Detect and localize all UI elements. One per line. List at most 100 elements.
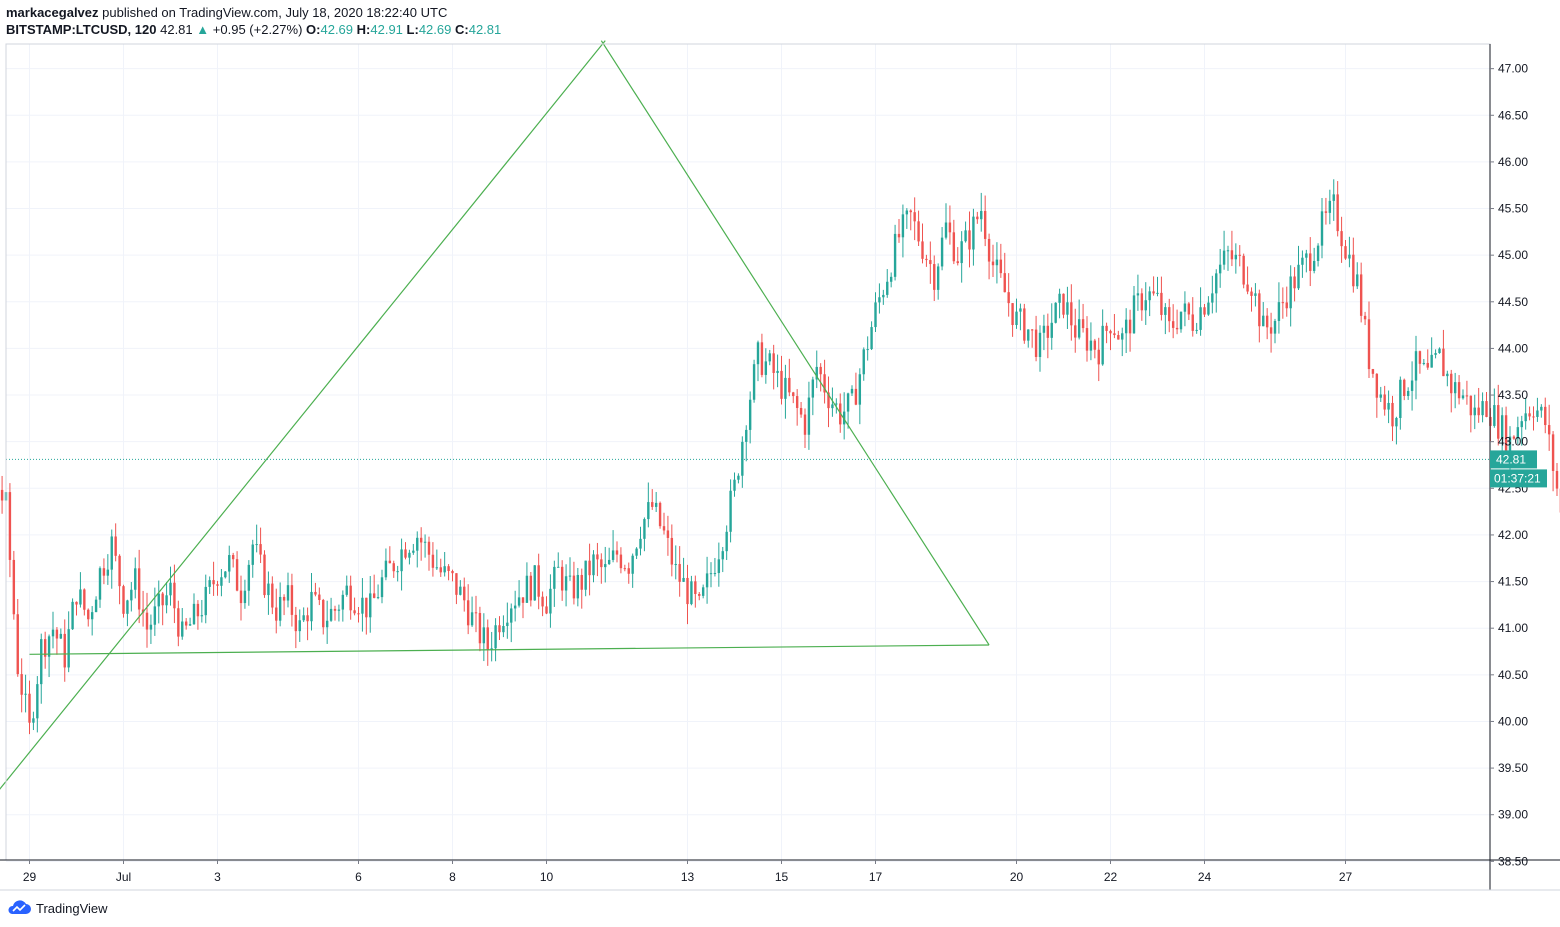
candle-body — [940, 237, 944, 267]
candle-body — [1074, 325, 1077, 338]
trendline-falling — [600, 40, 990, 646]
candle-body — [419, 537, 423, 543]
candle-body — [1124, 319, 1128, 334]
candle-body — [188, 624, 192, 626]
brand-name[interactable]: TradingView — [36, 900, 108, 916]
candle-body — [216, 584, 219, 586]
y-tick-label: 41.00 — [1498, 621, 1528, 635]
candle-body — [1430, 354, 1433, 368]
candle-body — [1101, 325, 1104, 365]
candle-body — [827, 392, 830, 409]
candle-body — [721, 551, 724, 560]
candle-body — [36, 684, 39, 719]
author-name[interactable]: markacegalvez — [6, 5, 99, 20]
tradingview-cloud-icon[interactable] — [6, 900, 32, 916]
candle-body — [1015, 311, 1018, 326]
candle-body — [995, 259, 999, 266]
candle-body — [1211, 293, 1214, 303]
candle-body — [639, 538, 642, 549]
candle-body — [1544, 406, 1547, 426]
candle-body — [278, 596, 282, 621]
candle-body — [780, 370, 783, 399]
plot-border — [5, 43, 1491, 861]
trendlines — [0, 40, 1490, 790]
candle-body — [380, 577, 384, 598]
candle-body — [1410, 380, 1414, 391]
candle-body — [494, 625, 497, 649]
candle-body — [32, 718, 35, 723]
candle-body — [674, 564, 677, 566]
candle-body — [51, 629, 55, 637]
candle-body — [1375, 373, 1379, 398]
last-price-badge — [1490, 450, 1537, 469]
candle-body — [690, 581, 693, 605]
candle-body — [0, 489, 4, 501]
candle-body — [510, 608, 513, 623]
candle-body — [893, 233, 897, 277]
candle-body — [224, 571, 227, 578]
candle-body — [498, 625, 501, 633]
candle-body — [1019, 308, 1022, 312]
candle-body — [306, 615, 309, 622]
candle-body — [1426, 362, 1429, 368]
open-value: 42.69 — [320, 22, 354, 37]
candle-body — [584, 560, 587, 590]
countdown-label: 01:37:21 — [1494, 471, 1541, 485]
candle-body — [776, 370, 779, 373]
candle-body — [1367, 319, 1371, 370]
candle-body — [294, 614, 298, 632]
candle-body — [1532, 416, 1535, 418]
candle-body — [627, 568, 630, 574]
candle-body — [322, 599, 325, 628]
candle-body — [470, 612, 474, 626]
x-tick-label: 3 — [214, 870, 221, 884]
candle-body — [1277, 302, 1281, 321]
candle-body — [478, 612, 482, 644]
trendline-support — [29, 644, 990, 655]
candle-body — [1070, 302, 1073, 326]
candle-body — [145, 612, 149, 630]
candle-body — [901, 214, 905, 238]
candle-body — [1081, 319, 1085, 329]
candle-body — [772, 353, 775, 373]
candle-body — [1179, 311, 1183, 330]
candle-body — [741, 441, 744, 476]
candle-body — [917, 221, 920, 242]
candle-body — [416, 537, 419, 551]
candles — [0, 179, 1560, 735]
candle-body — [1246, 284, 1249, 292]
candle-body — [161, 593, 164, 606]
x-tick-label: Jul — [116, 870, 131, 884]
candle-body — [831, 404, 834, 409]
candle-body — [670, 537, 674, 565]
candle-body — [792, 392, 795, 397]
candle-body — [854, 388, 858, 405]
candle-body — [298, 620, 301, 632]
candle-body — [1160, 292, 1163, 315]
candle-body — [1540, 406, 1543, 411]
change-arrow-icon: ▲ — [196, 22, 210, 37]
candle-body — [991, 261, 995, 266]
candle-body — [745, 429, 748, 442]
low-value: 42.69 — [418, 22, 452, 37]
candle-body — [259, 544, 262, 555]
candle-body — [20, 674, 23, 695]
candle-body — [1406, 390, 1410, 396]
candle-body — [427, 541, 431, 555]
candle-body — [596, 554, 599, 560]
candle-body — [1457, 382, 1461, 399]
candle-body — [870, 327, 873, 350]
x-tick-label: 10 — [540, 870, 554, 884]
candle-body — [271, 583, 274, 608]
candle-body — [729, 490, 732, 532]
candle-body — [788, 377, 791, 393]
candle-body — [960, 241, 963, 264]
candle-body — [846, 393, 850, 412]
candle-body — [1215, 273, 1218, 294]
candle-body — [815, 366, 818, 380]
candle-body — [560, 566, 564, 591]
candle-body — [1152, 291, 1155, 294]
candle-body — [1395, 417, 1398, 427]
candle-body — [651, 502, 654, 507]
